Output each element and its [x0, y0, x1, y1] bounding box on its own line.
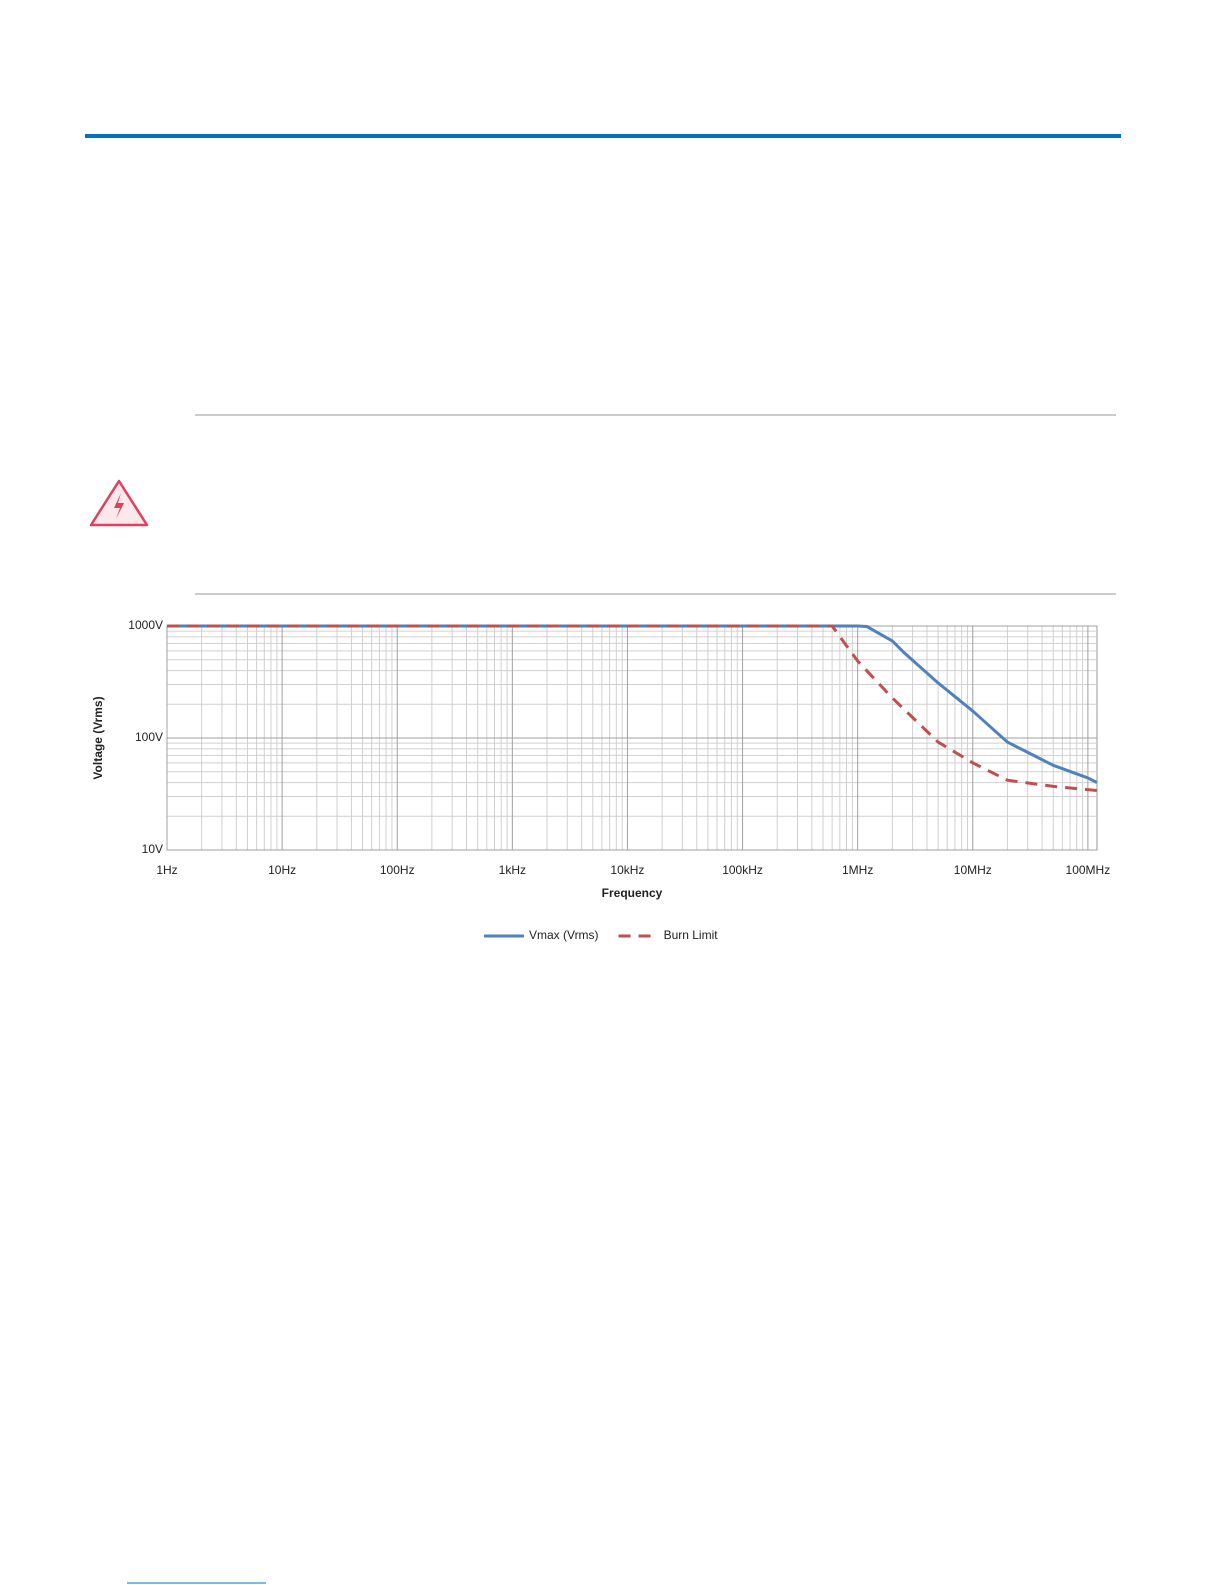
legend-label: Burn Limit — [664, 928, 719, 942]
series-line — [167, 624, 1098, 792]
legend-label: Vmax (Vrms) — [529, 928, 599, 942]
x-tick-label: 10Hz — [268, 863, 296, 877]
y-tick-label: 100V — [135, 730, 163, 744]
grid — [166, 625, 1098, 851]
x-tick-label: 1Hz — [156, 863, 177, 877]
x-tick-label: 1MHz — [842, 863, 873, 877]
x-tick-label: 100MHz — [1066, 863, 1111, 877]
x-tick-label: 10MHz — [954, 863, 992, 877]
x-tick-label: 1kHz — [499, 863, 526, 877]
series-line — [167, 624, 1098, 784]
x-tick-label: 10kHz — [610, 863, 644, 877]
x-axis-title: Frequency — [602, 886, 663, 900]
x-tick-label: 100Hz — [380, 863, 415, 877]
header-rule — [85, 134, 1121, 138]
y-tick-label: 10V — [142, 842, 163, 856]
y-axis-title: Voltage (Vrms) — [91, 696, 105, 779]
warning-icon — [89, 479, 149, 527]
y-tick-label: 1000V — [128, 618, 163, 632]
chart: Frequency Voltage (Vrms) 1Hz 10Hz 100Hz 1kH… — [91, 618, 1110, 942]
x-tick-label: 100kHz — [722, 863, 763, 877]
